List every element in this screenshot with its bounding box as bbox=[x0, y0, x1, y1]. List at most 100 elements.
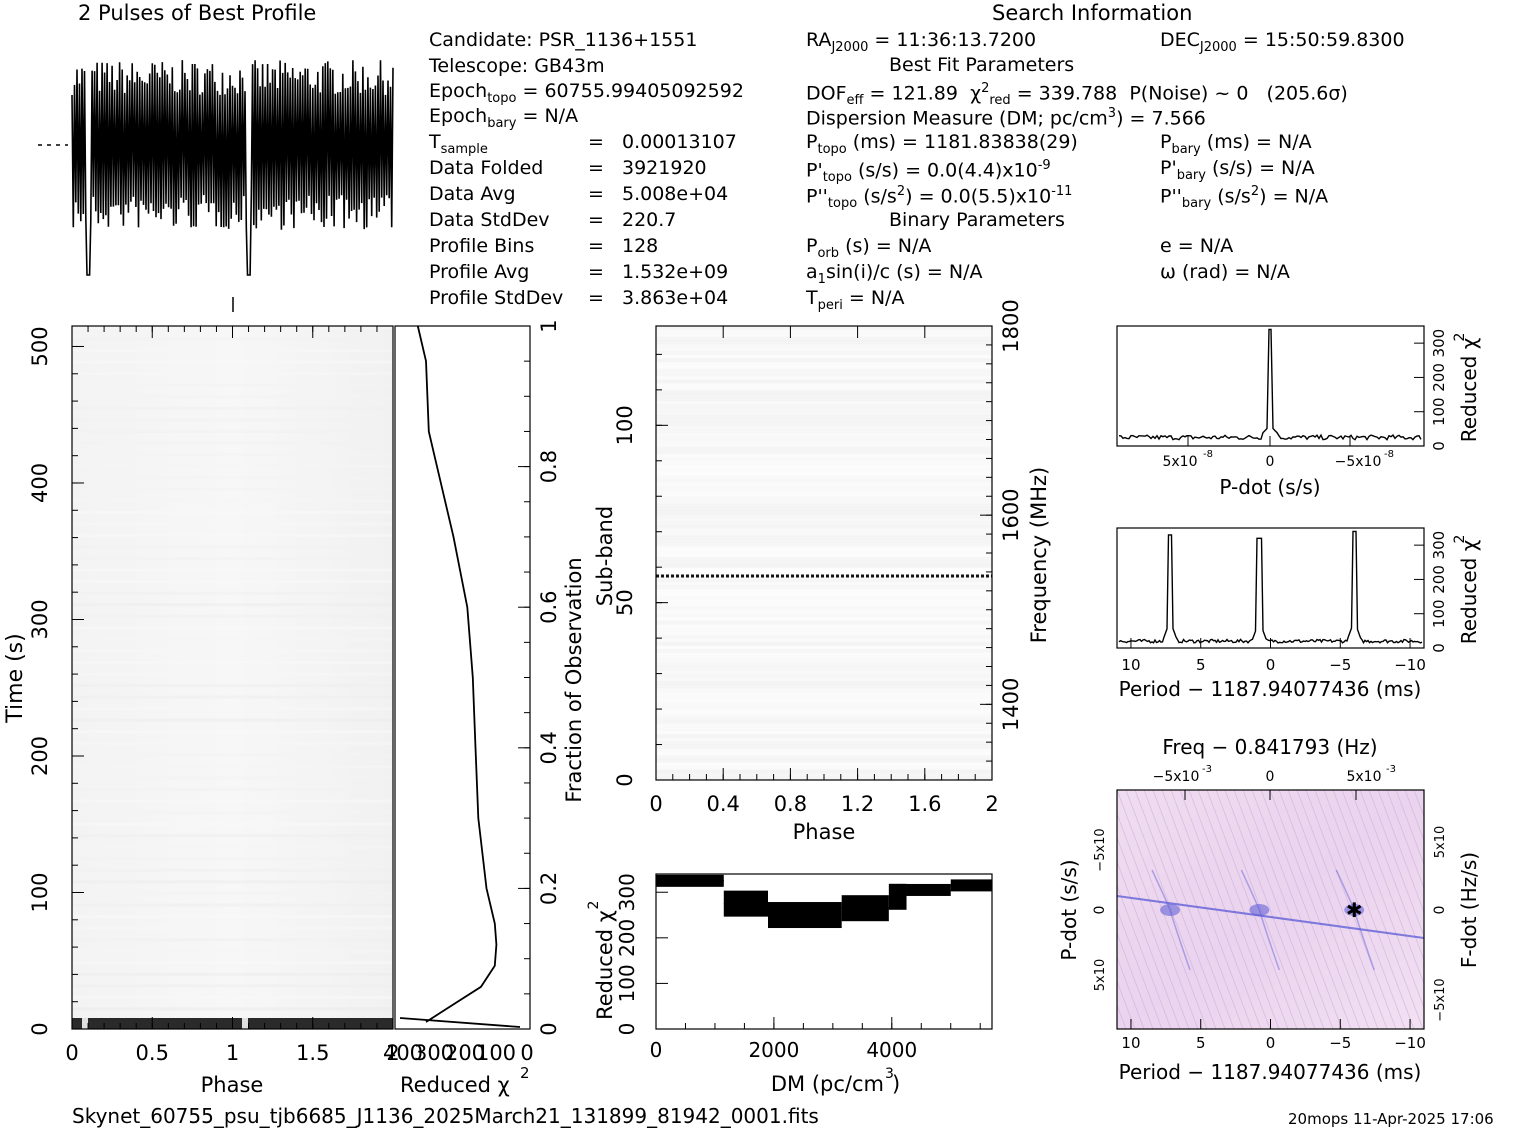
x-tick-label: −10 bbox=[1394, 1034, 1426, 1052]
x-tick-label: 5 bbox=[1196, 656, 1206, 674]
subband-row bbox=[656, 638, 992, 643]
subband-row bbox=[656, 659, 992, 664]
pp-hatch bbox=[1134, 790, 1226, 1029]
dm-value: ) = 7.566 bbox=[1116, 107, 1206, 130]
pp-hatch bbox=[1377, 790, 1424, 914]
subband-row bbox=[656, 673, 992, 678]
y-tick-label: 5x10 bbox=[1093, 959, 1108, 992]
subband-row bbox=[656, 602, 992, 607]
subband-row bbox=[656, 528, 992, 533]
x-tick-label: 10 bbox=[1121, 1034, 1140, 1052]
time-phase-row bbox=[72, 672, 393, 676]
y-tick-label: 300 bbox=[28, 599, 52, 639]
info-row-value: 3.863e+04 bbox=[622, 287, 729, 309]
x-tick-label: 0 bbox=[65, 1041, 78, 1065]
y-tick-label: 300 bbox=[615, 873, 639, 911]
pp-streak bbox=[1335, 869, 1375, 971]
subband-row bbox=[656, 372, 992, 377]
y2-axis-label: Fraction of Observation bbox=[562, 557, 586, 802]
subband-row bbox=[656, 648, 992, 653]
time-phase-row bbox=[72, 776, 393, 780]
subband-row bbox=[656, 567, 992, 572]
info-row-eq: = bbox=[588, 209, 604, 231]
y-tick-label: 100 bbox=[613, 405, 637, 445]
time-phase-row bbox=[72, 753, 393, 757]
x-axis-label: Phase bbox=[201, 1073, 264, 1097]
y-tick-label: 50 bbox=[613, 589, 637, 616]
tperi-label: T bbox=[806, 287, 818, 309]
chi-vs-dm-plot: 0 2000 4000 0 100 200 300 DM (pc/cm 3) Reduced χ2 bbox=[586, 873, 993, 1096]
pp-hatch bbox=[1341, 790, 1424, 1009]
subband-row bbox=[656, 350, 992, 355]
x-axis-label-sup: 2 bbox=[520, 1064, 530, 1082]
y-tick-label: 0 bbox=[1430, 643, 1448, 653]
footer-filename: Skynet_60755_psu_tjb6685_J1136_2025March… bbox=[72, 1104, 819, 1128]
x-tick-label: 2 bbox=[386, 1041, 399, 1065]
subband-row bbox=[656, 517, 992, 522]
subband-row bbox=[656, 425, 992, 430]
subband-row bbox=[656, 439, 992, 444]
ra-value: = 11:36:13.7200 bbox=[874, 29, 1037, 51]
pp-hatch bbox=[1323, 790, 1415, 1029]
pdbary-line: P'bary (s/s) = N/A bbox=[1160, 159, 1315, 182]
subband-row bbox=[656, 627, 992, 632]
x-tick-exp: -8 bbox=[1203, 449, 1213, 460]
pp-peak bbox=[1249, 904, 1270, 916]
subband-row bbox=[656, 503, 992, 508]
y2-tick-label: 1600 bbox=[999, 488, 1023, 541]
subband-row bbox=[656, 730, 992, 735]
subband-row bbox=[656, 375, 992, 380]
subband-row bbox=[656, 386, 992, 391]
chi-value: = 339.788 bbox=[1016, 82, 1118, 105]
pp-hatch bbox=[1395, 790, 1424, 866]
ecc-line: e = N/A bbox=[1160, 235, 1234, 257]
dm-sup: 3 bbox=[1107, 106, 1117, 121]
sigma-value: (205.6σ) bbox=[1266, 82, 1348, 105]
noise-value: P(Noise) ~ 0 bbox=[1129, 82, 1249, 105]
subband-row bbox=[656, 719, 992, 724]
subband-row bbox=[656, 684, 992, 689]
pp-hatch bbox=[1117, 812, 1199, 1029]
pp-hatch bbox=[1251, 790, 1343, 1029]
y-tick-label: 100 bbox=[615, 964, 639, 1002]
subband-row bbox=[656, 740, 992, 746]
time-phase-row bbox=[72, 441, 393, 445]
subband-row bbox=[656, 542, 992, 547]
subband-row bbox=[656, 510, 992, 515]
subband-row bbox=[656, 467, 992, 472]
time-phase-row bbox=[72, 568, 393, 572]
subband-row bbox=[656, 645, 992, 650]
time-phase-row bbox=[72, 360, 393, 364]
pddtopo-line: P''topo (s/s2) = 0.0(5.5)x10-11 bbox=[806, 185, 1072, 210]
subband-row bbox=[656, 361, 992, 366]
pp-hatch bbox=[955, 790, 1045, 1029]
subband-row bbox=[656, 333, 992, 338]
subband-row bbox=[656, 340, 992, 345]
time-phase-row bbox=[72, 476, 393, 480]
y-tick-label: 0.6 bbox=[537, 590, 561, 623]
time-phase-row bbox=[72, 395, 393, 399]
subband-row bbox=[656, 687, 992, 692]
porb-value: (s) = N/A bbox=[845, 235, 932, 257]
subband-row bbox=[656, 733, 992, 738]
time-phase-row bbox=[72, 915, 393, 919]
subband-row bbox=[656, 489, 992, 494]
subband-row bbox=[656, 464, 992, 469]
pp-streak bbox=[1240, 869, 1281, 971]
ptopo-line: Ptopo (ms) = 1181.83838(29) bbox=[806, 133, 1078, 156]
subband-row bbox=[656, 726, 992, 731]
info-row-label: Data Avg bbox=[429, 183, 516, 205]
subband-row bbox=[656, 705, 992, 710]
subband-row bbox=[656, 677, 992, 682]
dof-value: = 121.89 bbox=[869, 82, 958, 105]
subband-row bbox=[656, 450, 992, 455]
subband-row bbox=[656, 389, 992, 394]
x-axis-label: Period − 1187.94077436 (ms) bbox=[1119, 1060, 1422, 1084]
x-tick-label: 10 bbox=[1121, 656, 1140, 674]
y-tick-label: 200 bbox=[1430, 565, 1448, 594]
time-phase-row bbox=[72, 695, 393, 699]
pp-hatch bbox=[973, 790, 1063, 1029]
x-axis-label: P-dot (s/s) bbox=[1219, 475, 1320, 499]
time-phase-row bbox=[72, 995, 393, 999]
